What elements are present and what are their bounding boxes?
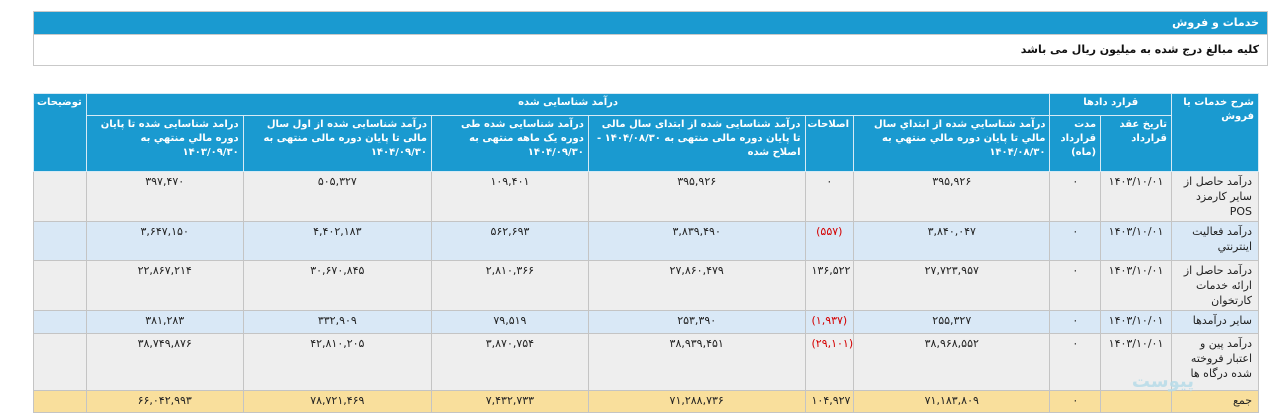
cell-explanation <box>33 310 87 334</box>
cell-adjusted: ۳,۸۳۹,۴۹۰ <box>587 221 806 261</box>
cell-contract-date: ۱۴۰۳/۱۰/۰۱ <box>1100 260 1172 311</box>
currency-note: کلیه مبالغ درج شده به میلیون ریال می باش… <box>33 34 1268 66</box>
cell-last-year: ۲۲,۸۶۷,۲۱۴ <box>85 260 244 311</box>
cell-contract-date <box>1100 390 1172 413</box>
cell-adjustment: ۰ <box>804 171 855 222</box>
cell-adjusted: ۷۱,۲۸۸,۷۳۶ <box>587 390 806 413</box>
table-row: درآمد حاصل از سایر کارمزد POS ۱۴۰۳/۱۰/۰۱… <box>33 171 1260 222</box>
cell-one-month: ۷,۴۳۲,۷۳۳ <box>430 390 589 413</box>
cell-ytd: ۵۰۵,۳۲۷ <box>242 171 432 222</box>
cell-ytd: ۳۳۲,۹۰۹ <box>242 310 432 334</box>
header-contract-date: تاریخ عقد قرارداد <box>1100 115 1172 172</box>
cell-ytd: ۴۲,۸۱۰,۲۰۵ <box>242 333 432 391</box>
cell-ytd: ۳۰,۶۷۰,۸۴۵ <box>242 260 432 311</box>
cell-last-year: ۳۸,۷۴۹,۸۷۶ <box>85 333 244 391</box>
cell-prior: ۳,۸۴۰,۰۴۷ <box>853 221 1051 261</box>
header-contracts: قرارد دادها <box>1049 93 1172 116</box>
table-row: سایر درآمدها ۱۴۰۳/۱۰/۰۱ ۰ ۲۵۵,۳۲۷ (۱,۹۳۷… <box>33 310 1260 334</box>
cell-last-year: ۶۶,۰۴۲,۹۹۳ <box>85 390 244 413</box>
cell-one-month: ۲,۸۱۰,۳۶۶ <box>430 260 589 311</box>
cell-prior: ۲۷,۷۲۳,۹۵۷ <box>853 260 1051 311</box>
cell-adjusted: ۲۷,۸۶۰,۴۷۹ <box>587 260 806 311</box>
cell-duration: ۰ <box>1049 260 1102 311</box>
cell-adjustment: (۱,۹۳۷) <box>804 310 855 334</box>
cell-ytd: ۷۸,۷۲۱,۴۶۹ <box>242 390 432 413</box>
row-label: درآمد فعالیت اینترنتي <box>1170 221 1260 261</box>
cell-prior: ۷۱,۱۸۳,۸۰۹ <box>853 390 1051 413</box>
header-recognized-revenue: درآمد شناسایی شده <box>85 93 1051 116</box>
cell-adjusted: ۳۸,۹۳۹,۴۵۱ <box>587 333 806 391</box>
table-row: درآمد حاصل از ارائه خدمات کارتخوان ۱۴۰۳/… <box>33 260 1260 311</box>
table-row: درآمد پین و اعتبار فروخته شده درگاه ها ۱… <box>33 333 1260 391</box>
cell-adjusted: ۲۵۳,۳۹۰ <box>587 310 806 334</box>
cell-one-month: ۳,۸۷۰,۷۵۴ <box>430 333 589 391</box>
cell-one-month: ۷۹,۵۱۹ <box>430 310 589 334</box>
cell-explanation <box>33 333 87 391</box>
watermark-logo: پیوست <box>1131 371 1194 392</box>
header-ytd: درآمد شناسایی شده از اول سال مالی تا پای… <box>242 115 432 172</box>
row-label: درآمد حاصل از ارائه خدمات کارتخوان <box>1170 260 1260 311</box>
cell-ytd: ۴,۴۰۲,۱۸۳ <box>242 221 432 261</box>
cell-adjustment: ۱۰۴,۹۲۷ <box>804 390 855 413</box>
cell-contract-date: ۱۴۰۳/۱۰/۰۱ <box>1100 310 1172 334</box>
header-prior-period: درآمد شناسایي شده از ابتداي سال مالي تا … <box>853 115 1051 172</box>
cell-duration: ۰ <box>1049 333 1102 391</box>
cell-contract-date: ۱۴۰۳/۱۰/۰۱ <box>1100 333 1172 391</box>
header-adjustments: اصلاحات <box>804 115 855 172</box>
header-description: شرح خدمات یا فروش <box>1170 93 1260 172</box>
header-last-year: درامد شناسایی شده تا پایان دوره مالي منت… <box>85 115 244 172</box>
cell-adjusted: ۳۹۵,۹۲۶ <box>587 171 806 222</box>
cell-contract-date: ۱۴۰۳/۱۰/۰۱ <box>1100 171 1172 222</box>
cell-adjustment: (۲۹,۱۰۱) <box>804 333 855 391</box>
section-title: خدمات و فروش <box>33 11 1268 35</box>
cell-adjustment: ۱۳۶,۵۲۲ <box>804 260 855 311</box>
total-row: جمع ۰ ۷۱,۱۸۳,۸۰۹ ۱۰۴,۹۲۷ ۷۱,۲۸۸,۷۳۶ ۷,۴۳… <box>33 390 1260 413</box>
cell-last-year: ۳۸۱,۲۸۳ <box>85 310 244 334</box>
row-label: سایر درآمدها <box>1170 310 1260 334</box>
cell-last-year: ۳,۶۴۷,۱۵۰ <box>85 221 244 261</box>
header-explanations: توضیحات <box>33 93 87 172</box>
cell-duration: ۰ <box>1049 390 1102 413</box>
cell-duration: ۰ <box>1049 171 1102 222</box>
cell-prior: ۳۸,۹۶۸,۵۵۲ <box>853 333 1051 391</box>
table-row: درآمد فعالیت اینترنتي ۱۴۰۳/۱۰/۰۱ ۰ ۳,۸۴۰… <box>33 221 1260 261</box>
cell-one-month: ۵۶۲,۶۹۳ <box>430 221 589 261</box>
cell-prior: ۲۵۵,۳۲۷ <box>853 310 1051 334</box>
row-label: درآمد حاصل از سایر کارمزد POS <box>1170 171 1260 222</box>
cell-duration: ۰ <box>1049 310 1102 334</box>
revenue-table: شرح خدمات یا فروش قرارد دادها درآمد شناس… <box>33 93 1260 413</box>
row-label: درآمد پین و اعتبار فروخته شده درگاه ها <box>1170 333 1260 391</box>
header-one-month: درآمد شناسایی شده طی دوره یک ماهه منتهی … <box>430 115 589 172</box>
cell-prior: ۳۹۵,۹۲۶ <box>853 171 1051 222</box>
cell-explanation <box>33 171 87 222</box>
cell-explanation <box>33 221 87 261</box>
header-contract-duration: مدت قرارداد (ماه) <box>1049 115 1102 172</box>
cell-explanation <box>33 390 87 413</box>
header-adjusted: درآمد شناسایی شده از ابتدای سال مالی تا … <box>587 115 806 172</box>
total-label: جمع <box>1170 390 1260 413</box>
cell-duration: ۰ <box>1049 221 1102 261</box>
cell-one-month: ۱۰۹,۴۰۱ <box>430 171 589 222</box>
cell-explanation <box>33 260 87 311</box>
cell-adjustment: (۵۵۷) <box>804 221 855 261</box>
cell-last-year: ۳۹۷,۴۷۰ <box>85 171 244 222</box>
cell-contract-date: ۱۴۰۳/۱۰/۰۱ <box>1100 221 1172 261</box>
